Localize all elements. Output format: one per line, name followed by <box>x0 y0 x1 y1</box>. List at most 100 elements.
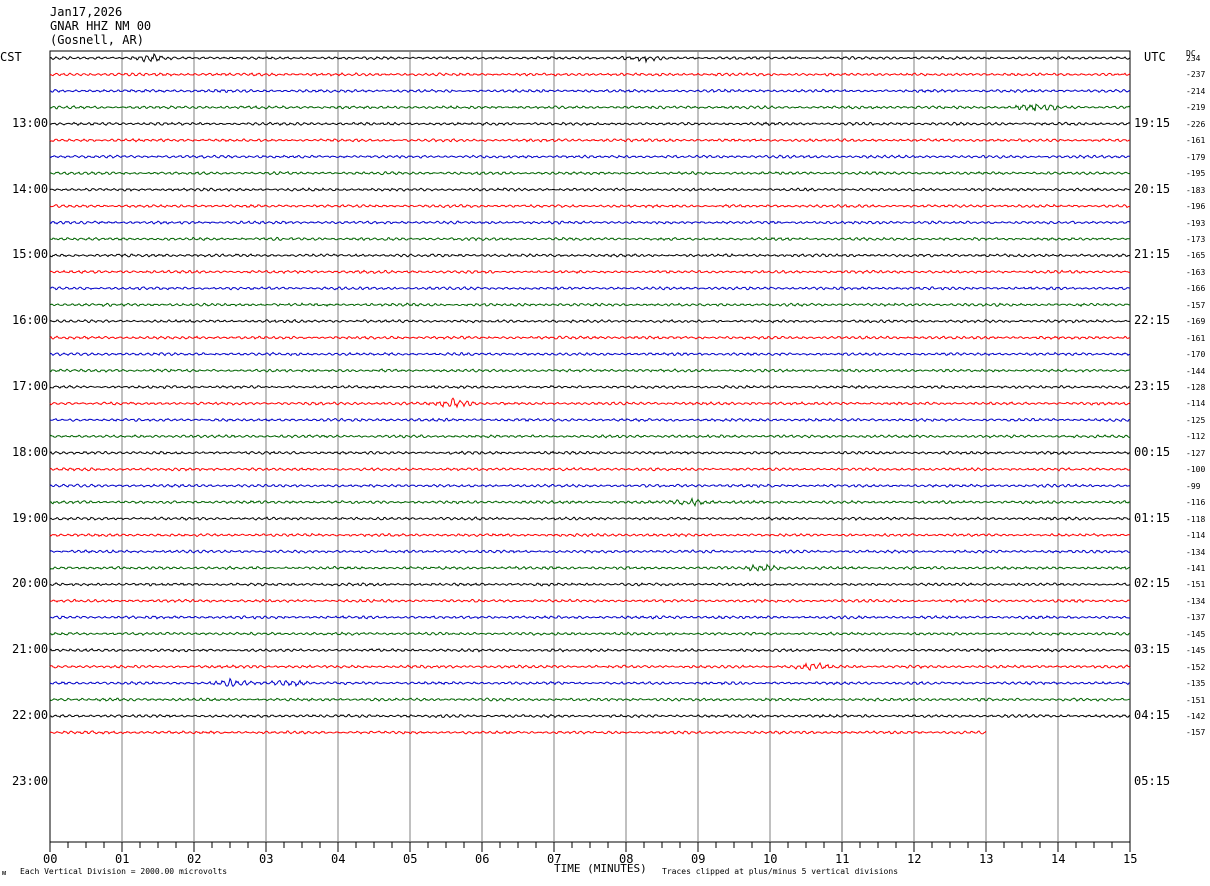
right-hour-label: 23:15 <box>1134 379 1171 393</box>
trace-dc-offset-label: -193 <box>1186 218 1206 228</box>
seismic-trace <box>49 368 1131 373</box>
seismic-trace <box>49 450 1131 456</box>
seismic-trace <box>49 269 1131 275</box>
seismic-trace <box>49 351 1131 357</box>
trace-dc-offset-label: -144 <box>1186 366 1206 376</box>
seismic-trace <box>49 154 1131 160</box>
right-hour-label: 00:15 <box>1134 444 1171 459</box>
trace-dc-offset-label: -134 <box>1186 596 1206 606</box>
seismic-trace <box>50 614 1131 620</box>
trace-dc-offset-label: -151 <box>1186 695 1206 705</box>
x-tick-label: 04 <box>331 852 346 866</box>
seismic-trace <box>49 187 1130 192</box>
seismic-trace <box>49 286 1131 291</box>
right-timezone-label: UTC <box>1144 50 1166 64</box>
x-tick-label: 08 <box>619 852 634 866</box>
seismic-trace <box>49 397 1131 409</box>
trace-dc-offset-label: -128 <box>1186 383 1206 392</box>
trace-dc-offset-label: -219 <box>1186 103 1206 113</box>
x-tick-label: 01 <box>115 852 130 866</box>
x-tick-label: 03 <box>259 852 274 866</box>
trace-dc-offset-label: 234 <box>1186 54 1201 63</box>
x-tick-label: 02 <box>187 852 202 866</box>
seismic-trace <box>49 302 1131 308</box>
seismic-trace <box>49 497 1131 508</box>
seismic-trace <box>49 220 1131 225</box>
seismic-trace <box>49 138 1131 143</box>
right-hour-label: 19:15 <box>1134 115 1171 130</box>
trace-dc-offset-label: -137 <box>1186 613 1206 623</box>
left-hour-label: 21:00 <box>12 642 49 657</box>
seismic-trace <box>49 434 1131 439</box>
seismic-trace <box>49 563 1131 572</box>
seismic-trace <box>49 121 1131 127</box>
seismic-trace <box>49 318 1131 324</box>
plot-frame <box>49 50 1131 843</box>
trace-dc-offset-label: -226 <box>1186 119 1206 129</box>
left-hour-label: 16:00 <box>12 313 49 328</box>
left-hour-label: 22:00 <box>12 708 49 722</box>
trace-dc-offset-label: -114 <box>1186 531 1206 541</box>
x-tick-label: 00 <box>43 852 58 866</box>
x-tick-label: 14 <box>1051 852 1066 866</box>
seismic-trace <box>49 730 987 735</box>
left-timezone-label: CST <box>0 50 22 64</box>
trace-dc-offset-label: -141 <box>1186 563 1206 573</box>
left-hour-label: 19:00 <box>12 510 49 525</box>
seismic-trace <box>49 483 1131 488</box>
trace-dc-offset-label: -163 <box>1186 267 1206 277</box>
right-hour-label: 01:15 <box>1134 510 1171 525</box>
right-hour-label: 05:15 <box>1134 773 1171 788</box>
seismic-trace <box>49 532 1131 538</box>
seismic-trace <box>49 647 1131 653</box>
corner-mark: ᴍ <box>2 869 7 877</box>
trace-dc-offset-label: -112 <box>1186 432 1206 442</box>
seismic-trace <box>49 203 1131 209</box>
left-hour-label: 20:00 <box>12 576 49 591</box>
trace-dc-offset-label: -151 <box>1186 580 1206 590</box>
x-tick-label: 15 <box>1123 852 1138 866</box>
seismic-trace <box>49 661 1131 671</box>
trace-dc-offset-label: -127 <box>1186 448 1206 458</box>
seismic-trace <box>49 253 1131 258</box>
seismic-trace <box>49 170 1131 176</box>
trace-dc-offset-label: -161 <box>1186 333 1206 343</box>
x-tick-label: 11 <box>835 852 850 866</box>
seismic-trace <box>50 631 1131 636</box>
trace-dc-offset-label: -145 <box>1186 629 1206 639</box>
seismic-trace <box>49 88 1131 94</box>
trace-dc-offset-label: -214 <box>1186 86 1206 96</box>
right-hour-label: 21:15 <box>1134 247 1171 262</box>
seismic-trace <box>49 598 1131 604</box>
x-tick-label: 09 <box>691 852 706 866</box>
dc-label: DC <box>1186 49 1196 58</box>
seismic-trace <box>49 697 1131 702</box>
trace-dc-offset-label: -237 <box>1186 70 1206 80</box>
trace-dc-offset-label: -118 <box>1186 514 1206 524</box>
left-hour-label: 18:00 <box>12 444 49 459</box>
right-hour-label: 04:15 <box>1134 708 1171 722</box>
seismic-trace <box>49 582 1131 587</box>
trace-dc-offset-label: -195 <box>1186 169 1206 179</box>
seismic-trace <box>49 335 1131 340</box>
left-hour-label: 23:00 <box>12 773 49 788</box>
plot-date: Jan17,2026 <box>50 5 123 19</box>
x-tick-label: 13 <box>979 852 994 866</box>
left-hour-label: 14:00 <box>12 181 49 196</box>
trace-dc-offset-label: -166 <box>1186 284 1206 294</box>
seismic-trace <box>49 72 1131 77</box>
seismic-trace <box>49 53 1131 64</box>
trace-dc-offset-label: -134 <box>1186 547 1206 557</box>
x-tick-label: 12 <box>907 852 922 866</box>
scale-note: Each Vertical Division = 2000.00 microvo… <box>20 867 228 876</box>
trace-dc-offset-label: -170 <box>1186 350 1206 360</box>
plot-station: GNAR HHZ NM 00 <box>50 19 152 33</box>
clip-note: Traces clipped at plus/minus 5 vertical … <box>662 867 899 876</box>
trace-dc-offset-label: -152 <box>1186 662 1206 672</box>
trace-dc-offset-label: -116 <box>1186 498 1206 508</box>
left-hour-label: 17:00 <box>12 379 49 393</box>
seismic-trace <box>49 417 1131 423</box>
seismic-trace <box>49 467 1131 472</box>
seismic-trace <box>49 384 1131 390</box>
left-hour-label: 13:00 <box>12 115 49 130</box>
